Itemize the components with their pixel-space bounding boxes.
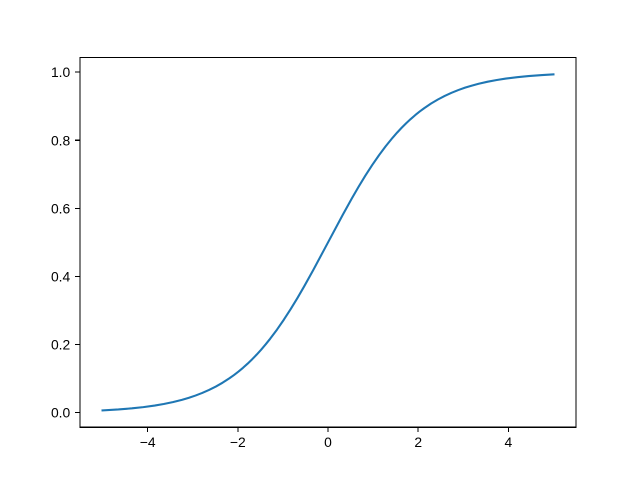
svg-text:0.2: 0.2 [51, 337, 71, 353]
svg-text:2: 2 [414, 434, 422, 450]
svg-text:0.6: 0.6 [51, 200, 71, 216]
svg-text:0.0: 0.0 [51, 405, 71, 421]
svg-text:1.0: 1.0 [51, 64, 71, 80]
svg-text:−4: −4 [140, 434, 156, 450]
svg-text:0: 0 [324, 434, 332, 450]
svg-text:0.4: 0.4 [51, 268, 71, 284]
svg-text:0.8: 0.8 [51, 132, 71, 148]
svg-text:4: 4 [505, 434, 513, 450]
svg-text:−2: −2 [230, 434, 246, 450]
